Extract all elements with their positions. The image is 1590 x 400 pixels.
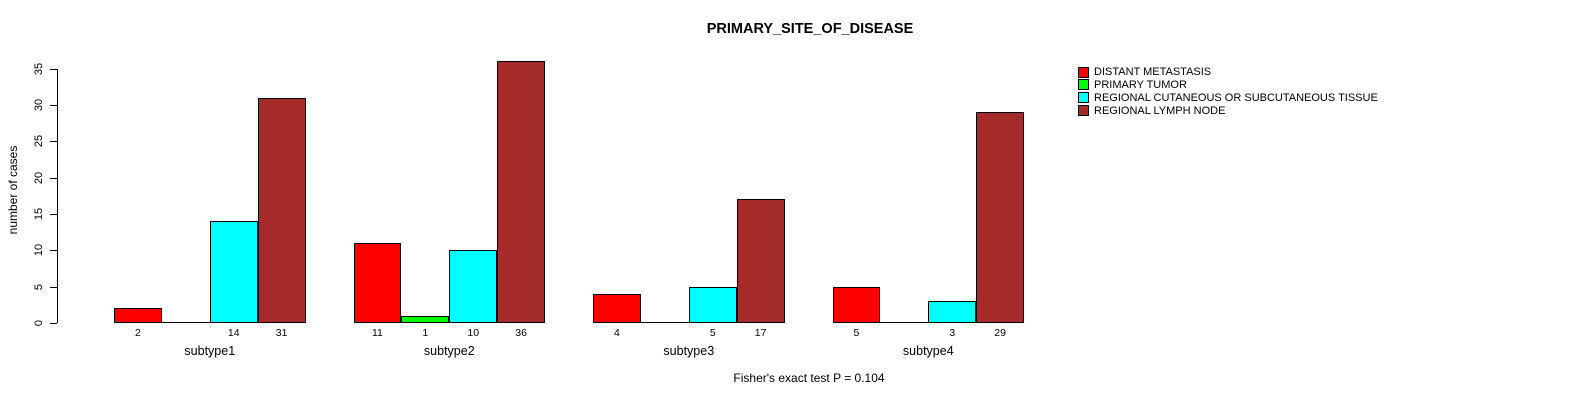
bar-count-label: 29: [994, 327, 1006, 339]
zero-bar-line: [161, 322, 210, 323]
y-tick-label: 10: [33, 244, 45, 257]
bar-count-label: 14: [227, 327, 240, 339]
bar: [401, 315, 450, 323]
bar-count-label: 36: [515, 327, 527, 339]
bar-count-label: 17: [754, 327, 767, 339]
y-tick-label: 35: [33, 62, 45, 75]
bar-count-label: 4: [614, 327, 620, 339]
category-label: subtype4: [902, 344, 954, 358]
annotation-text: Fisher's exact test P = 0.104: [733, 371, 885, 385]
zero-bar-line: [640, 322, 689, 323]
legend-label: REGIONAL LYMPH NODE: [1094, 104, 1226, 117]
legend-label: REGIONAL CUTANEOUS OR SUBCUTANEOUS TISSU…: [1094, 91, 1378, 104]
y-axis-tick: [50, 213, 57, 215]
bar: [209, 221, 258, 323]
legend-label: PRIMARY TUMOR: [1094, 78, 1187, 91]
bar: [688, 286, 737, 323]
legend-swatch: [1078, 92, 1089, 104]
legend-item: PRIMARY TUMOR: [1078, 79, 1187, 91]
bar: [593, 293, 641, 323]
y-tick-label: 20: [33, 171, 45, 184]
zero-bar-line: [880, 322, 929, 323]
bar-count-label: 11: [371, 327, 383, 339]
legend-item: REGIONAL LYMPH NODE: [1078, 105, 1225, 117]
y-axis-tick: [50, 250, 57, 252]
category-label: subtype3: [663, 344, 715, 358]
bar: [736, 199, 785, 323]
category-label: subtype2: [423, 344, 475, 358]
y-axis-tick: [50, 141, 57, 143]
bar: [257, 97, 306, 323]
bar-count-label: 5: [709, 327, 716, 339]
y-tick-label: 30: [33, 98, 45, 112]
bar-count-label: 31: [275, 327, 288, 339]
bar: [353, 243, 402, 323]
y-axis-tick: [50, 177, 57, 179]
category-label: subtype1: [184, 344, 236, 358]
legend-swatch: [1078, 66, 1089, 78]
y-tick-label: 0: [33, 319, 45, 327]
bar-count-label: 5: [853, 327, 860, 339]
y-tick-label: 15: [33, 207, 45, 221]
legend-item: REGIONAL CUTANEOUS OR SUBCUTANEOUS TISSU…: [1078, 92, 1378, 104]
bar: [449, 250, 498, 323]
y-axis-title: number of cases: [6, 145, 20, 235]
y-axis-tick: [50, 286, 57, 288]
chart-title: PRIMARY_SITE_OF_DISEASE: [706, 21, 914, 37]
bar: [114, 308, 162, 323]
y-tick-label: 5: [33, 283, 45, 290]
legend-swatch: [1078, 79, 1089, 91]
y-axis-tick: [50, 323, 57, 324]
legend-item: DISTANT METASTASIS: [1078, 66, 1211, 78]
y-axis-line: [57, 68, 58, 323]
legend-label: DISTANT METASTASIS: [1094, 66, 1212, 78]
y-axis-tick: [50, 68, 57, 70]
bar-count-label: 10: [467, 327, 480, 339]
bar: [832, 286, 881, 323]
y-axis-tick: [50, 104, 57, 106]
bar: [497, 61, 546, 323]
bar-count-label: 3: [949, 327, 956, 339]
bar: [976, 112, 1025, 323]
y-tick-label: 25: [33, 135, 45, 148]
legend-swatch: [1078, 105, 1089, 117]
bar: [928, 301, 977, 323]
bar-count-label: 2: [135, 327, 141, 339]
bar-count-label: 1: [422, 327, 429, 339]
